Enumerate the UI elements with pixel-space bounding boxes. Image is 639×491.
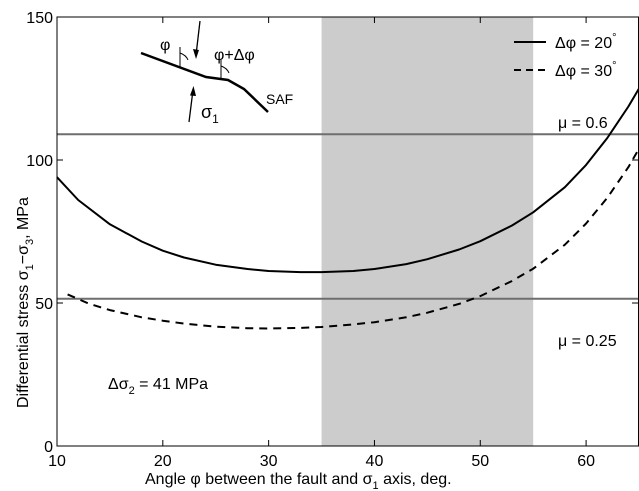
sigma-arrow-top-head <box>193 49 199 59</box>
inset-phi-label: φ <box>160 37 170 54</box>
x-tick-label: 20 <box>154 453 172 470</box>
legend: Δφ = 20° Δφ = 30° <box>514 32 617 80</box>
stress-note: Δσ2 = 41 MPa <box>108 376 208 397</box>
series-line-2 <box>67 148 639 330</box>
sigma-arrow-bottom-head <box>190 86 196 96</box>
x-tick-label: 50 <box>471 453 489 470</box>
mu-025-label: μ = 0.25 <box>558 333 617 350</box>
x-axis-label: Angle φ between the fault and σ1 axis, d… <box>145 471 452 491</box>
inset-phi-delta-label: φ+Δφ <box>214 47 255 64</box>
fault-trace <box>140 51 269 113</box>
legend-label-30: Δφ = 30° <box>555 60 617 80</box>
y-tick-label: 150 <box>26 10 53 27</box>
series-line-1 <box>56 87 639 274</box>
curves <box>56 87 639 330</box>
sigma-arrow-top <box>195 20 201 56</box>
y-axis-label: Differential stress σ1−σ3, MPa <box>15 197 36 408</box>
x-tick-label: 40 <box>366 453 384 470</box>
mu-06-label: μ = 0.6 <box>558 115 608 132</box>
reference-lines <box>57 133 639 300</box>
plot-area: 10 20 30 40 50 60 0 50 100 150 <box>26 10 639 470</box>
y-tick-label: 50 <box>35 296 53 313</box>
x-tick-label: 60 <box>577 453 595 470</box>
x-tick-label: 10 <box>48 453 66 470</box>
x-tick-label: 30 <box>260 453 278 470</box>
inset-sigma-label: σ1 <box>201 102 219 126</box>
inset-angle-arc-2 <box>220 65 230 74</box>
axis-ticks: 10 20 30 40 50 60 0 50 100 150 <box>26 10 638 470</box>
inset-saf-label: SAF <box>266 91 293 107</box>
legend-label-20: Δφ = 20° <box>555 32 617 52</box>
y-tick-label: 0 <box>44 439 53 456</box>
fault-inset: φ φ+Δφ σ1 SAF <box>140 20 293 126</box>
inset-angle-arc-1 <box>179 52 189 61</box>
y-tick-label: 100 <box>26 153 53 170</box>
